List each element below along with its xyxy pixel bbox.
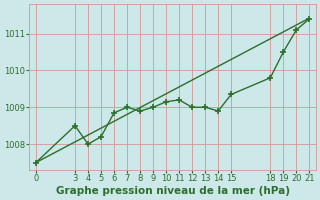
X-axis label: Graphe pression niveau de la mer (hPa): Graphe pression niveau de la mer (hPa) — [56, 186, 290, 196]
